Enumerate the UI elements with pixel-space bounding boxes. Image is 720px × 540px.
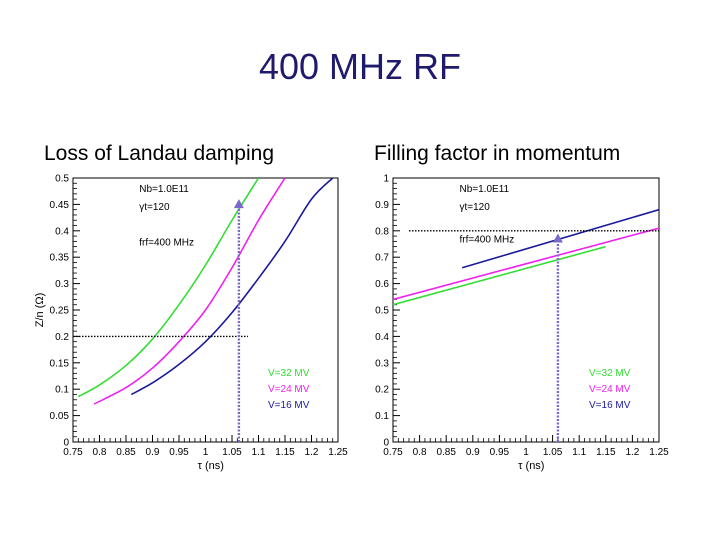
- right-ytick-label: 0: [383, 438, 389, 449]
- right-series-v32mv: [393, 245, 607, 306]
- right-marker-arrowhead: [552, 233, 563, 243]
- right-xtick-label: 1.1: [572, 447, 586, 458]
- right-xtick-label: 0.9: [466, 447, 480, 458]
- left-ytick-label: 0.45: [50, 200, 70, 211]
- left-y-axis-label: Z/n (Ω): [34, 293, 46, 328]
- right-chart-title: Filling factor in momentum: [374, 142, 621, 165]
- left-series-v32mv: [77, 178, 260, 398]
- right-plot: 0 0.1 0.2 0.3 0.4 0.5 0.6 0.7 0.8 0.9 1 0.75 0.8 0.85…: [375, 174, 669, 473]
- left-xtick-label: 0.8: [93, 447, 107, 458]
- left-series-v24mv: [93, 178, 286, 405]
- left-series-v16mv: [130, 178, 334, 396]
- left-ytick-label: 0.5: [55, 174, 69, 185]
- left-plot: 0 0.05 0.1 0.15 0.2 0.25 0.3 0.35 0.4 0.45 0.5 0.75…: [34, 174, 348, 473]
- left-xtick-label: 0.9: [146, 447, 160, 458]
- right-legend-entry: V=24 MV: [589, 384, 631, 395]
- left-xtick-label: 1.15: [275, 447, 295, 458]
- left-ytick-label: 0.3: [55, 279, 69, 290]
- right-xtick-label: 0.95: [490, 447, 510, 458]
- right-xtick-label: 1.15: [596, 447, 616, 458]
- left-legend-entry: V=16 MV: [268, 400, 310, 411]
- slide-title: 400 MHz RF: [258, 46, 462, 87]
- left-xtick-label: 1: [203, 447, 209, 458]
- left-info-line: γt=120: [139, 202, 170, 213]
- right-xtick-label: 0.8: [413, 447, 427, 458]
- left-xtick-label: 0.85: [116, 447, 136, 458]
- left-ytick-label: 0.1: [55, 385, 69, 396]
- right-ytick-label: 0.5: [375, 306, 389, 317]
- left-xtick-label: 1.1: [252, 447, 266, 458]
- left-ytick-label: 0.25: [50, 306, 70, 317]
- right-ytick-label: 0.2: [375, 385, 389, 396]
- right-xtick-label: 1.25: [649, 447, 669, 458]
- right-ytick-label: 0.3: [375, 358, 389, 369]
- right-series-v24mv: [393, 227, 659, 301]
- right-xtick-label: 0.85: [436, 447, 456, 458]
- left-xtick-label: 1.2: [305, 447, 319, 458]
- left-legend-entry: V=24 MV: [268, 384, 310, 395]
- left-ytick-label: 0.05: [50, 411, 70, 422]
- left-x-axis-label: τ (ns): [198, 460, 224, 472]
- left-ytick-label: 0.35: [50, 253, 70, 264]
- right-info-line: γt=120: [460, 202, 491, 213]
- right-legend-entry: V=32 MV: [589, 368, 631, 379]
- right-ytick-label: 0.4: [375, 332, 389, 343]
- right-info-line: Nb=1.0E11: [460, 184, 510, 195]
- right-ytick-label: 1: [383, 174, 389, 185]
- right-ytick-label: 0.7: [375, 253, 389, 264]
- right-xtick-label: 1.2: [625, 447, 639, 458]
- right-xtick-label: 1.05: [543, 447, 563, 458]
- left-chart-title: Loss of Landau damping: [44, 142, 275, 165]
- right-xtick-label: 0.75: [383, 447, 403, 458]
- right-x-axis-label: τ (ns): [518, 460, 544, 472]
- right-ytick-label: 0.6: [375, 279, 389, 290]
- left-info-frf: frf=400 MHz: [139, 237, 194, 248]
- left-ytick-label: 0: [63, 438, 69, 449]
- left-xtick-label: 1.25: [328, 447, 348, 458]
- right-ytick-label: 0.1: [375, 411, 389, 422]
- right-xtick-label: 1: [523, 447, 529, 458]
- left-xtick-label: 0.75: [63, 447, 83, 458]
- left-legend-entry: V=32 MV: [268, 368, 310, 379]
- right-info-frf: frf=400 MHz: [460, 235, 515, 246]
- left-ytick-label: 0.15: [50, 358, 70, 369]
- left-marker-arrowhead: [233, 199, 244, 209]
- left-info-line: Nb=1.0E11: [139, 184, 189, 195]
- right-ytick-label: 0.9: [375, 200, 389, 211]
- left-xtick-label: 0.95: [169, 447, 189, 458]
- right-legend-entry: V=16 MV: [589, 400, 631, 411]
- left-xtick-label: 1.05: [222, 447, 242, 458]
- right-ytick-label: 0.8: [375, 226, 389, 237]
- left-ytick-label: 0.4: [55, 226, 69, 237]
- left-ytick-label: 0.2: [55, 332, 69, 343]
